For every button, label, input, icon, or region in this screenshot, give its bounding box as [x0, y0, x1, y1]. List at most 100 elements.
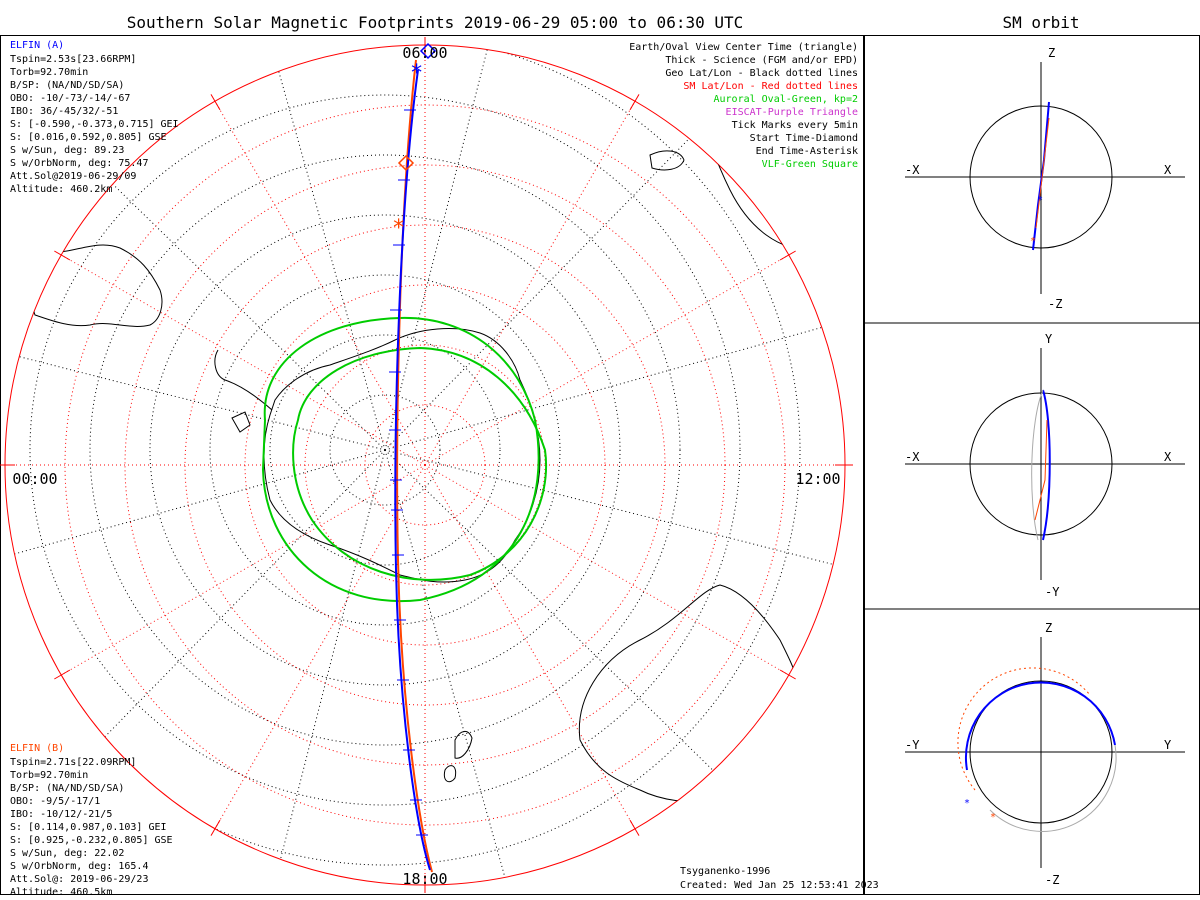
legend-item: VLF-Green Square: [762, 159, 858, 170]
elfin-b-line: B/SP: (NA/ND/SD/SA): [10, 783, 124, 794]
elfin-b-line: Altitude: 460.5km: [10, 887, 112, 898]
legend-item: End Time-Asterisk: [756, 146, 858, 157]
end-asterisk-a: *: [410, 61, 423, 86]
elfin-b-name: ELFIN (B): [10, 743, 64, 754]
axis-label-top: Z: [1048, 46, 1055, 60]
geo-meridian: [5, 449, 386, 581]
legend-item: Auroral Oval-Green, kp=2: [714, 94, 859, 105]
sm-meridian: [214, 464, 426, 829]
sm-clock-tick: [629, 94, 640, 111]
elfin-a-line: S w/OrbNorm, deg: 75.47: [10, 158, 148, 169]
orbit-track-a: [1042, 389, 1051, 541]
orbit-panel-yz: Z -Z -Y Y * *: [905, 621, 1185, 887]
main-title: Southern Solar Magnetic Footprints 2019-…: [127, 13, 744, 32]
sm-grid: [0, 37, 853, 893]
legend-item: Thick - Science (FGM and/or EPD): [665, 55, 858, 66]
axis-label-left: -Y: [905, 738, 920, 752]
geo-latitude-circle: [329, 394, 441, 506]
orbit-track-b: [957, 667, 1091, 791]
elfin-b-line: IBO: -10/12/-21/5: [10, 809, 112, 820]
model-label: Tsyganenko-1996: [680, 866, 770, 877]
start-diamond-b: [397, 154, 415, 172]
auroral-oval-inner: [292, 346, 547, 581]
legend-item: Start Time-Diamond: [750, 133, 858, 144]
orbit-track-a: [964, 681, 1116, 771]
clock-label-left: 00:00: [12, 470, 57, 488]
geo-meridian: [384, 106, 721, 451]
madagascar-coast: [649, 150, 685, 171]
side-title: SM orbit: [1002, 13, 1079, 32]
end-marker: *: [990, 812, 996, 823]
geo-meridian: [5, 330, 386, 451]
axis-label-left: -X: [905, 450, 920, 464]
sm-clock-tick: [779, 669, 796, 680]
legend-item: SM Lat/Lon - Red dotted lines: [683, 81, 858, 92]
axis-label-bottom: -Z: [1045, 873, 1059, 887]
elfin-a-line: S w/Sun, deg: 89.23: [10, 145, 124, 156]
elfin-a-line: Att.Sol@2019-06-29/09: [10, 171, 136, 182]
end-marker: *: [1037, 195, 1043, 206]
clock-label-top: 06:00: [402, 44, 447, 62]
axis-label-left: -X: [905, 163, 920, 177]
geo-meridian: [384, 449, 845, 570]
sm-clock-tick: [210, 94, 221, 111]
created-label: Created: Wed Jan 25 12:53:41 2023: [680, 880, 879, 891]
start-diamond-a: [419, 42, 437, 60]
elfin-a-line: IBO: 36/-45/32/-51: [10, 106, 118, 117]
geo-meridian: [384, 319, 845, 451]
orbit-track-shadow: [989, 744, 1117, 832]
footprint-tracks: **: [389, 42, 437, 873]
geo-meridian: [384, 449, 729, 786]
geo-latitude-circle: [29, 94, 741, 806]
orbit-track-shadow: [1031, 389, 1044, 541]
elfin-a-line: S: [0.016,0.592,0.805] GSE: [10, 132, 167, 143]
track-elfin-a: [394, 69, 431, 871]
elfin-a-line: Tspin=2.53s[23.66RPM]: [10, 54, 136, 65]
axis-label-right: X: [1164, 163, 1172, 177]
sm-meridian: [424, 101, 636, 466]
elfin-b-line: S w/OrbNorm, deg: 165.4: [10, 861, 148, 872]
elfin-a-line: S: [-0.590,-0.373,0.715] GEI: [10, 119, 179, 130]
elfin-b-line: Tspin=2.71s[22.09RPM]: [10, 757, 136, 768]
end-asterisk-b: *: [392, 216, 405, 241]
legend: Earth/Oval View Center Time (triangle) T…: [629, 42, 858, 170]
geo-meridian: [49, 449, 386, 794]
earth-outline: [969, 105, 1113, 249]
antarctica-coast: [263, 328, 541, 583]
elfin-a-line: OBO: -10/-73/-14/-67: [10, 93, 130, 104]
elfin-b-line: S w/Sun, deg: 22.02: [10, 848, 124, 859]
legend-item: Earth/Oval View Center Time (triangle): [629, 42, 858, 53]
sm-clock-tick: [779, 250, 796, 261]
axis-label-right: Y: [1164, 738, 1172, 752]
elfin-b-line: Att.Sol@: 2019-06-29/23: [10, 874, 148, 885]
axis-label-bottom: -Z: [1048, 297, 1062, 311]
clock-label-right: 12:00: [795, 470, 840, 488]
elfin-a-line: B/SP: (NA/ND/SD/SA): [10, 80, 124, 91]
orbit-track-b: [1034, 419, 1048, 521]
elfin-a-name: ELFIN (A): [10, 40, 64, 51]
sm-meridian: [214, 101, 426, 466]
earth-outline: [969, 680, 1113, 824]
axis-label-top: Z: [1045, 621, 1052, 635]
geo-meridian: [254, 45, 386, 451]
geo-meridian: [384, 45, 505, 451]
auroral-ovals: [261, 316, 547, 603]
orbit-track-b: [1035, 117, 1050, 229]
elfin-b-line: S: [0.114,0.987,0.103] GEI: [10, 822, 167, 833]
elfin-b-line: S: [0.925,-0.232,0.805] GSE: [10, 835, 173, 846]
peninsula-coast: [214, 349, 273, 433]
geo-latitude-circle: [209, 274, 561, 626]
sm-meridian: [424, 254, 789, 466]
end-marker: *: [1030, 236, 1036, 247]
sm-meridian: [61, 254, 426, 466]
legend-item: Tick Marks every 5min: [732, 120, 858, 131]
geo-meridian: [265, 449, 386, 885]
sm-clock-tick: [54, 669, 71, 680]
geo-latitude-circle: [149, 214, 621, 686]
geo-latitude-circle: [89, 154, 681, 746]
auroral-oval-outer: [261, 316, 540, 603]
sm-clock-tick: [629, 819, 640, 836]
orbit-panel-xy: Y -Y -X X: [905, 332, 1185, 599]
elfin-b-info: ELFIN (B) Tspin=2.71s[22.09RPM] Torb=92.…: [10, 743, 173, 898]
